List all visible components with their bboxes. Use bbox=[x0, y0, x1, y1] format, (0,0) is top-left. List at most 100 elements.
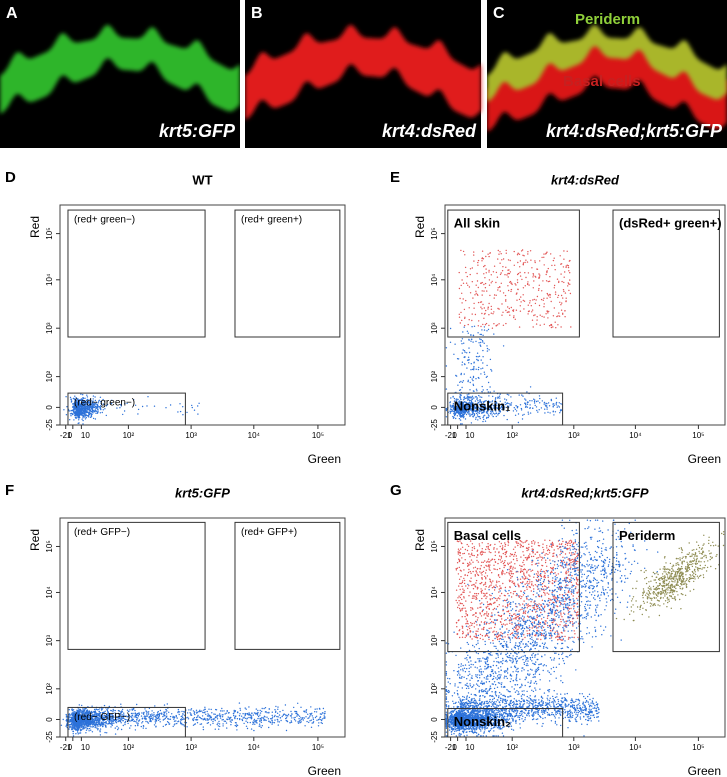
event-dot bbox=[282, 709, 284, 712]
event-dot bbox=[145, 713, 148, 715]
event-dot bbox=[497, 289, 499, 291]
event-dot bbox=[257, 715, 260, 718]
event-dot bbox=[81, 401, 83, 403]
event-dot bbox=[445, 347, 448, 349]
event-dot bbox=[462, 417, 465, 419]
event-dot bbox=[510, 396, 512, 398]
event-dot bbox=[558, 315, 561, 317]
event-dot bbox=[143, 717, 146, 719]
event-dot bbox=[507, 285, 509, 287]
event-dot bbox=[501, 314, 503, 316]
event-dot bbox=[467, 356, 470, 358]
event-dot bbox=[455, 730, 458, 732]
event-dot bbox=[495, 271, 498, 274]
event-dot bbox=[192, 718, 194, 720]
event-dot bbox=[481, 329, 483, 331]
event-dot bbox=[78, 410, 81, 413]
event-dot bbox=[291, 717, 293, 719]
event-dot bbox=[221, 716, 224, 718]
x-tick-label: 10⁵ bbox=[692, 431, 704, 440]
event-dot bbox=[569, 259, 571, 262]
event-dot bbox=[472, 375, 475, 378]
event-dot bbox=[248, 712, 250, 714]
event-dot bbox=[91, 411, 94, 413]
event-dot bbox=[141, 718, 143, 720]
event-dot bbox=[236, 729, 238, 731]
event-dot bbox=[219, 710, 222, 712]
event-dot bbox=[469, 292, 472, 294]
event-dot bbox=[481, 250, 484, 252]
event-dot bbox=[530, 259, 532, 261]
event-dot bbox=[476, 293, 478, 296]
y-tick-label: 0 bbox=[430, 405, 439, 410]
event-dot bbox=[476, 390, 478, 392]
event-dot bbox=[514, 414, 517, 416]
event-dot bbox=[484, 277, 486, 279]
event-dot bbox=[502, 292, 505, 294]
event-dot bbox=[472, 415, 474, 418]
event-dot bbox=[487, 391, 489, 393]
event-dot bbox=[525, 276, 527, 279]
event-dot bbox=[510, 282, 513, 284]
event-dot bbox=[175, 714, 177, 717]
panel-letter: A bbox=[6, 5, 18, 22]
event-dot bbox=[546, 408, 548, 410]
event-dot bbox=[263, 707, 265, 710]
event-dot bbox=[162, 725, 164, 728]
event-dot bbox=[165, 711, 167, 713]
event-dot bbox=[146, 405, 148, 407]
event-dot bbox=[560, 309, 563, 311]
event-dot bbox=[310, 719, 312, 721]
event-dot bbox=[136, 719, 138, 721]
event-dot bbox=[100, 709, 103, 711]
event-dot bbox=[257, 717, 259, 720]
event-dot bbox=[547, 402, 550, 404]
event-dot bbox=[537, 411, 539, 413]
event-dot bbox=[547, 317, 549, 319]
y-tick-label: 10² bbox=[430, 370, 439, 382]
event-dot bbox=[467, 332, 469, 334]
event-dot bbox=[486, 416, 488, 419]
gate-label: (dsRed+ green+) bbox=[619, 215, 722, 230]
event-dot bbox=[463, 396, 466, 398]
event-dot bbox=[245, 708, 247, 710]
event-dot bbox=[87, 415, 89, 417]
event-dot bbox=[469, 389, 471, 391]
event-dot bbox=[192, 724, 195, 726]
event-dot bbox=[81, 724, 83, 727]
event-dot bbox=[507, 311, 509, 313]
event-dot bbox=[130, 725, 132, 727]
event-dot bbox=[230, 724, 232, 726]
event-dot bbox=[123, 410, 126, 412]
event-dot bbox=[450, 733, 453, 735]
event-dot bbox=[69, 396, 72, 399]
event-dot bbox=[461, 352, 463, 354]
event-dot bbox=[463, 308, 466, 311]
event-dot bbox=[273, 722, 276, 724]
event-dot bbox=[519, 404, 522, 406]
event-dot bbox=[482, 416, 484, 419]
x-tick-label: 10² bbox=[506, 431, 518, 440]
event-dot bbox=[527, 401, 529, 403]
event-dot bbox=[225, 712, 227, 714]
event-dot bbox=[480, 368, 482, 370]
event-dot bbox=[256, 714, 259, 716]
event-dot bbox=[464, 324, 466, 327]
event-dot bbox=[72, 410, 75, 413]
event-dot bbox=[495, 415, 497, 418]
event-dot bbox=[209, 724, 212, 726]
event-dot bbox=[117, 727, 120, 729]
event-dot bbox=[208, 714, 211, 717]
event-dot bbox=[497, 307, 499, 310]
event-dot bbox=[461, 361, 464, 363]
event-dot bbox=[137, 720, 140, 722]
event-dot bbox=[521, 418, 524, 420]
event-dot bbox=[468, 359, 470, 361]
event-dot bbox=[92, 404, 94, 406]
event-dot bbox=[312, 718, 315, 721]
event-dot bbox=[226, 727, 228, 729]
event-dot bbox=[466, 330, 469, 332]
event-dot bbox=[554, 264, 556, 266]
event-dot bbox=[527, 313, 529, 315]
event-dot bbox=[522, 715, 524, 717]
